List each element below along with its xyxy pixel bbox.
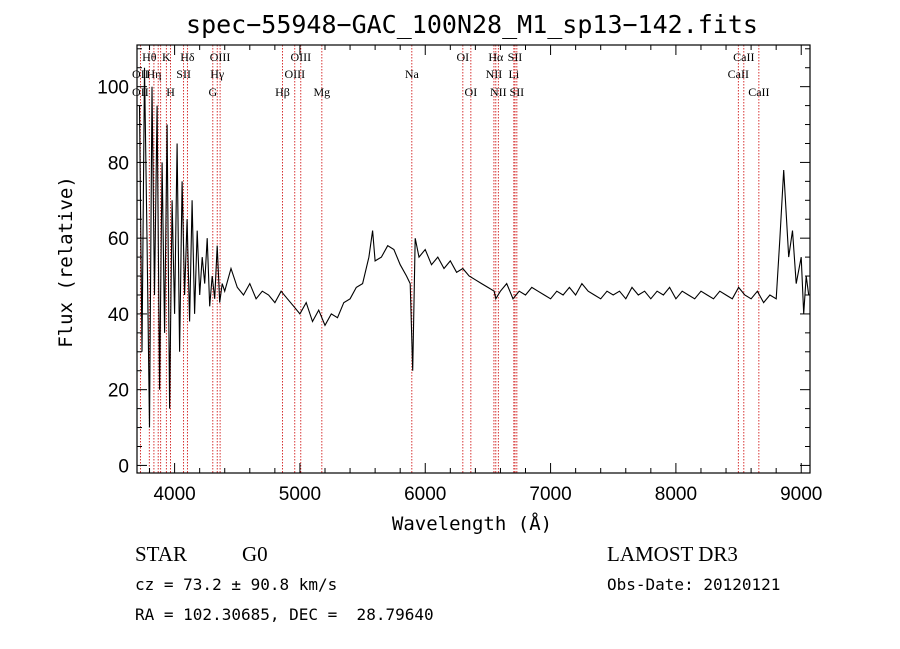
line-label-16: Li xyxy=(509,67,520,81)
x-tick-label-5000: 5000 xyxy=(279,484,321,505)
y-tick-label-60: 60 xyxy=(108,229,129,250)
chart-title: spec−55948−GAC_100N28_M1_sp13−142.fits xyxy=(186,10,758,39)
axis-ticks: 4000 5000 6000 7000 8000 9000 0 20 40 60 80 100 xyxy=(97,45,822,505)
y-axis-label: Flux (relative) xyxy=(55,176,77,348)
line-label-22: Mg xyxy=(314,85,331,99)
y-tick-label-40: 40 xyxy=(108,305,129,326)
line-label-11: SII xyxy=(176,67,191,81)
y-tick-label-100: 100 xyxy=(97,78,129,99)
line-label-3: OIII xyxy=(210,50,231,64)
x-tick-label-9000: 9000 xyxy=(780,484,822,505)
survey-name: LAMOST DR3 xyxy=(607,542,738,566)
line-label-25: SII xyxy=(510,85,525,99)
x-tick-label-4000: 4000 xyxy=(153,484,195,505)
line-label-26: CaII xyxy=(748,85,769,99)
line-label-10: Hη xyxy=(146,67,161,81)
spectral-line-markers xyxy=(139,45,760,473)
line-label-6: Hα xyxy=(488,50,504,64)
line-label-5: OI xyxy=(457,50,470,64)
line-label-23: OI xyxy=(465,85,478,99)
line-label-2: Hδ xyxy=(180,50,195,64)
obs-date-text: Obs-Date: 20120121 xyxy=(607,575,780,594)
line-label-14: Na xyxy=(405,67,420,81)
x-tick-label-7000: 7000 xyxy=(529,484,571,505)
line-label-4: OIII xyxy=(290,50,311,64)
line-label-15: NII xyxy=(486,67,503,81)
line-label-17: CaII xyxy=(728,67,749,81)
redshift-text: cz = 73.2 ± 90.8 km/s xyxy=(135,575,337,594)
x-tick-label-6000: 6000 xyxy=(404,484,446,505)
plot-frame xyxy=(136,44,811,474)
line-label-13: OIII xyxy=(284,67,305,81)
line-label-8: CaII xyxy=(733,50,754,64)
y-tick-label-20: 20 xyxy=(108,381,129,402)
line-label-0: Hθ xyxy=(142,50,157,64)
line-label-20: G xyxy=(208,85,217,99)
y-tick-label-80: 80 xyxy=(108,153,129,174)
line-label-24: NII xyxy=(490,85,507,99)
line-label-21: Hβ xyxy=(275,85,290,99)
line-label-12: Hγ xyxy=(210,67,225,81)
coordinates-text: RA = 102.30685, DEC = 28.79640 xyxy=(135,605,434,624)
line-label-7: SII xyxy=(508,50,523,64)
line-label-1: K xyxy=(162,50,171,64)
line-label-19: H xyxy=(166,85,175,99)
object-class: STAR xyxy=(135,542,187,566)
x-tick-label-8000: 8000 xyxy=(655,484,697,505)
x-axis-label: Wavelength (Å) xyxy=(392,512,552,535)
spectrum-series-line xyxy=(138,67,810,428)
y-tick-label-0: 0 xyxy=(118,456,129,477)
object-subclass: G0 xyxy=(242,542,268,566)
